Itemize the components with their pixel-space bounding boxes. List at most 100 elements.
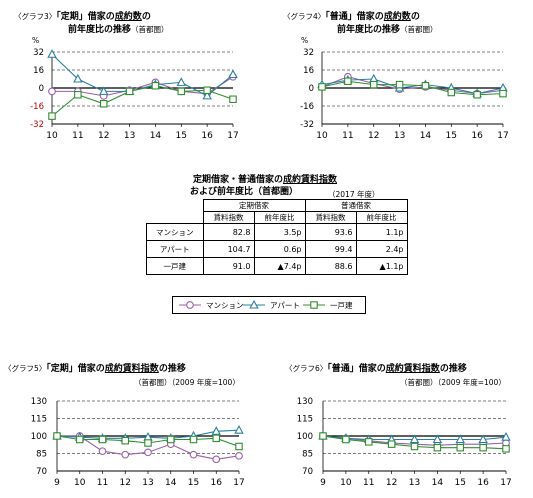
table-group-teiki: 定期借家 xyxy=(202,199,306,212)
legend-svg: マンション アパート 一戸建 xyxy=(179,299,353,310)
data-point xyxy=(212,434,221,443)
data-point xyxy=(53,432,61,440)
y-tick-label: -32 xyxy=(300,120,314,130)
y-tick-label: 100 xyxy=(31,432,47,442)
legend-label: マンション xyxy=(206,301,244,310)
table-corner xyxy=(146,199,204,224)
data-point xyxy=(144,439,152,447)
cell: 82.8 xyxy=(202,223,255,241)
table-title2: および前年度比（首都圏） xyxy=(190,187,299,197)
x-tick-label: 14 xyxy=(150,131,162,141)
chart4-line2: 前年度比の推移 xyxy=(337,25,401,35)
table-group-futsu: 普通借家 xyxy=(304,199,408,212)
data-point xyxy=(48,87,56,96)
table-col-header: 賃料指数 xyxy=(202,211,255,224)
chart3-title-line2: 前年度比の推移（首都圏） xyxy=(68,24,169,36)
chart5-prefix: 〈グラフ5〉 xyxy=(4,364,47,373)
x-tick-label: 10 xyxy=(46,131,58,141)
data-point xyxy=(189,450,198,459)
data-point xyxy=(144,448,152,457)
data-point xyxy=(211,426,221,435)
x-tick-label: 16 xyxy=(201,131,213,141)
data-point xyxy=(499,89,507,98)
x-tick-label: 16 xyxy=(471,131,483,141)
data-point xyxy=(47,49,57,58)
data-point xyxy=(125,87,134,96)
data-point xyxy=(228,69,238,79)
data-point xyxy=(98,86,109,95)
row-label: マンション xyxy=(146,223,204,241)
data-point xyxy=(177,87,186,96)
row-label: 一戸建 xyxy=(146,257,204,275)
x-tick-label: 17 xyxy=(500,478,511,488)
table-title: 定期借家・普通借家の成約賃料指数 xyxy=(193,175,337,186)
cell: 93.6 xyxy=(304,223,357,241)
legend: マンション アパート 一戸建 xyxy=(172,296,366,314)
chart4-title-a: 「普通」借家の xyxy=(325,12,384,22)
cell: ▲7.4p xyxy=(253,257,306,275)
data-point xyxy=(98,435,107,444)
x-tick-label: 9 xyxy=(54,478,60,488)
data-point xyxy=(410,442,419,451)
cell: 88.6 xyxy=(304,257,357,275)
chart5-title-a: 「定期」借家の xyxy=(46,364,105,374)
chart3-title: 〈グラフ3〉「定期」借家の成約数の xyxy=(14,11,151,23)
x-tick-label: 13 xyxy=(124,131,135,141)
chart4-line2-small: （首都圏） xyxy=(400,25,438,34)
row-label: アパート xyxy=(146,240,204,258)
cell: 91.0 xyxy=(202,257,255,275)
data-point xyxy=(342,435,350,444)
rent-index-table: 定期借家 普通借家 賃料指数 前年度比 賃料指数 前年度比 マンション 82.8… xyxy=(146,199,408,275)
data-point xyxy=(189,435,198,444)
x-tick-label: 15 xyxy=(455,478,466,488)
y-tick-label: 115 xyxy=(297,415,313,425)
chart4-title-u: 成約数 xyxy=(383,12,411,22)
y-tick-label: 70 xyxy=(302,467,313,477)
x-tick-label: 16 xyxy=(211,478,223,488)
data-point xyxy=(76,435,84,444)
y-tick-label: 32 xyxy=(303,48,314,58)
data-point xyxy=(212,455,221,464)
data-point xyxy=(395,80,404,89)
chart6-title-a: 「普通」借家の xyxy=(327,364,386,374)
x-tick-label: 13 xyxy=(142,478,153,488)
data-point xyxy=(502,445,510,453)
legend-label: 一戸建 xyxy=(330,300,353,310)
x-tick-label: 16 xyxy=(477,478,489,488)
y-tick-label: 130 xyxy=(31,397,47,407)
chart5-title-u: 成約賃料指数 xyxy=(104,364,159,374)
x-tick-label: 15 xyxy=(188,478,199,488)
data-point xyxy=(176,77,187,86)
x-tick-label: 12 xyxy=(120,478,131,488)
data-point xyxy=(456,443,465,452)
cell: ▲1.1p xyxy=(355,257,408,275)
table-row: マンション 82.8 3.5p 93.6 1.1p xyxy=(146,223,408,241)
x-tick-label: 11 xyxy=(97,478,108,488)
cell: 2.4p xyxy=(355,240,408,258)
x-tick-label: 12 xyxy=(98,131,109,141)
data-point xyxy=(151,81,160,90)
y-tick-label: 130 xyxy=(297,397,313,407)
cell: 1.1p xyxy=(355,223,408,241)
data-point xyxy=(387,440,396,448)
legend-marker xyxy=(186,301,194,309)
y-tick-label: -32 xyxy=(30,120,44,130)
data-point xyxy=(121,436,130,445)
cell: 99.4 xyxy=(304,240,357,258)
chart5-title-b: の推移 xyxy=(158,364,186,374)
chart6-title-b: の推移 xyxy=(439,364,467,374)
x-tick-label: 12 xyxy=(386,478,397,488)
x-tick-label: 10 xyxy=(316,131,328,141)
data-point xyxy=(229,95,237,103)
y-tick-label: 85 xyxy=(36,450,47,460)
chart4-title: 〈グラフ4〉「普通」借家の成約数の xyxy=(283,11,420,23)
data-point xyxy=(99,99,108,108)
x-tick-label: 14 xyxy=(420,131,432,141)
x-tick-label: 9 xyxy=(320,478,326,488)
y-tick-label: 115 xyxy=(31,415,47,425)
data-point xyxy=(143,432,153,441)
y-tick-label: 0 xyxy=(39,84,44,94)
data-point xyxy=(409,434,420,444)
y-tick-label: 100 xyxy=(297,432,313,442)
